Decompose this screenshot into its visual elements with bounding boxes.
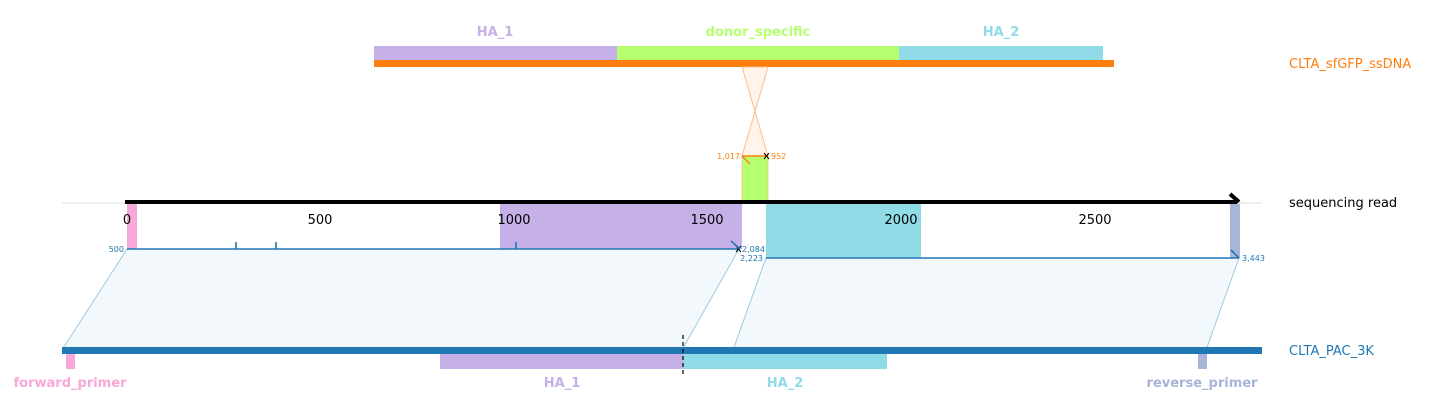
read-tick-label: 2500 — [1078, 213, 1111, 228]
donor-name: CLTA_sfGFP_ssDNA — [1289, 57, 1411, 72]
read-tick-label: 1000 — [497, 213, 530, 228]
reference-feature-reverse-primer — [1198, 354, 1207, 369]
donor-alignment-end-x — [763, 152, 770, 160]
read-feature-ha1 — [500, 204, 742, 249]
read-name: sequencing read — [1289, 196, 1397, 211]
donor-feature-ha2 — [899, 46, 1103, 61]
donor-feature-donor-specific-label: donor_specific — [706, 25, 811, 40]
alignment-band-right — [732, 257, 1240, 351]
donor-line — [374, 60, 1114, 67]
read-feature-forward-primer — [127, 204, 137, 249]
donor-cross-line-b — [741, 66, 769, 157]
read-tick-label: 500 — [308, 213, 333, 228]
read-tick-label: 1500 — [690, 213, 723, 228]
read-donor-specific-region — [741, 155, 769, 203]
read-tick-label: 0 — [123, 213, 131, 228]
alignment-left-end-label: 2,084 — [742, 245, 765, 254]
alignment-right-end-label: 3,443 — [1242, 254, 1265, 263]
donor-track: HA_1 donor_specific HA_2 CLTA_sfGFP_ssDN… — [374, 25, 1411, 72]
read-arrowhead — [1228, 192, 1241, 204]
donor-feature-ha2-label: HA_2 — [983, 25, 1020, 40]
alignment-left-start-label: 500 — [109, 245, 124, 254]
reference-line — [62, 347, 1262, 354]
reference-feature-ha1-label: HA_1 — [544, 376, 581, 391]
alignment-band-left — [61, 248, 740, 351]
alignment-right-start-label: 2,223 — [740, 254, 763, 263]
reference-name: CLTA_PAC_3K — [1289, 344, 1374, 359]
read-ticks: 0 500 1000 1500 2000 2500 — [123, 213, 1112, 228]
donor-alignment-start-label: 1,017 — [717, 152, 740, 161]
alignment-left-arrow — [730, 240, 741, 250]
donor-feature-donor-specific — [617, 46, 899, 61]
reference-feature-ha1 — [440, 354, 683, 369]
reference-feature-forward-primer — [66, 354, 75, 369]
reference-track: forward_primer HA_1 HA_2 reverse_primer … — [14, 335, 1374, 391]
read-track: 0 500 1000 1500 2000 2500 sequencing rea… — [62, 192, 1397, 258]
read-feature-ha2 — [766, 204, 921, 258]
donor-alignment-arrow — [741, 155, 751, 165]
donor-alignment-end-label: 952 — [771, 152, 786, 161]
reference-feature-ha2-label: HA_2 — [767, 376, 804, 391]
alignment-right-arrow — [1230, 249, 1240, 259]
read-reference-alignments: 500 2,084 2,223 3,443 — [61, 240, 1265, 351]
donor-feature-ha1-label: HA_1 — [477, 25, 514, 40]
donor-feature-ha1 — [374, 46, 617, 61]
donor-read-alignment: 1,017 952 — [717, 66, 786, 203]
read-feature-reverse-primer — [1230, 204, 1240, 258]
reference-feature-ha2 — [683, 354, 887, 369]
read-tick-label: 2000 — [884, 213, 917, 228]
reference-feature-reverse-primer-label: reverse_primer — [1147, 376, 1259, 391]
reference-feature-forward-primer-label: forward_primer — [14, 376, 128, 391]
